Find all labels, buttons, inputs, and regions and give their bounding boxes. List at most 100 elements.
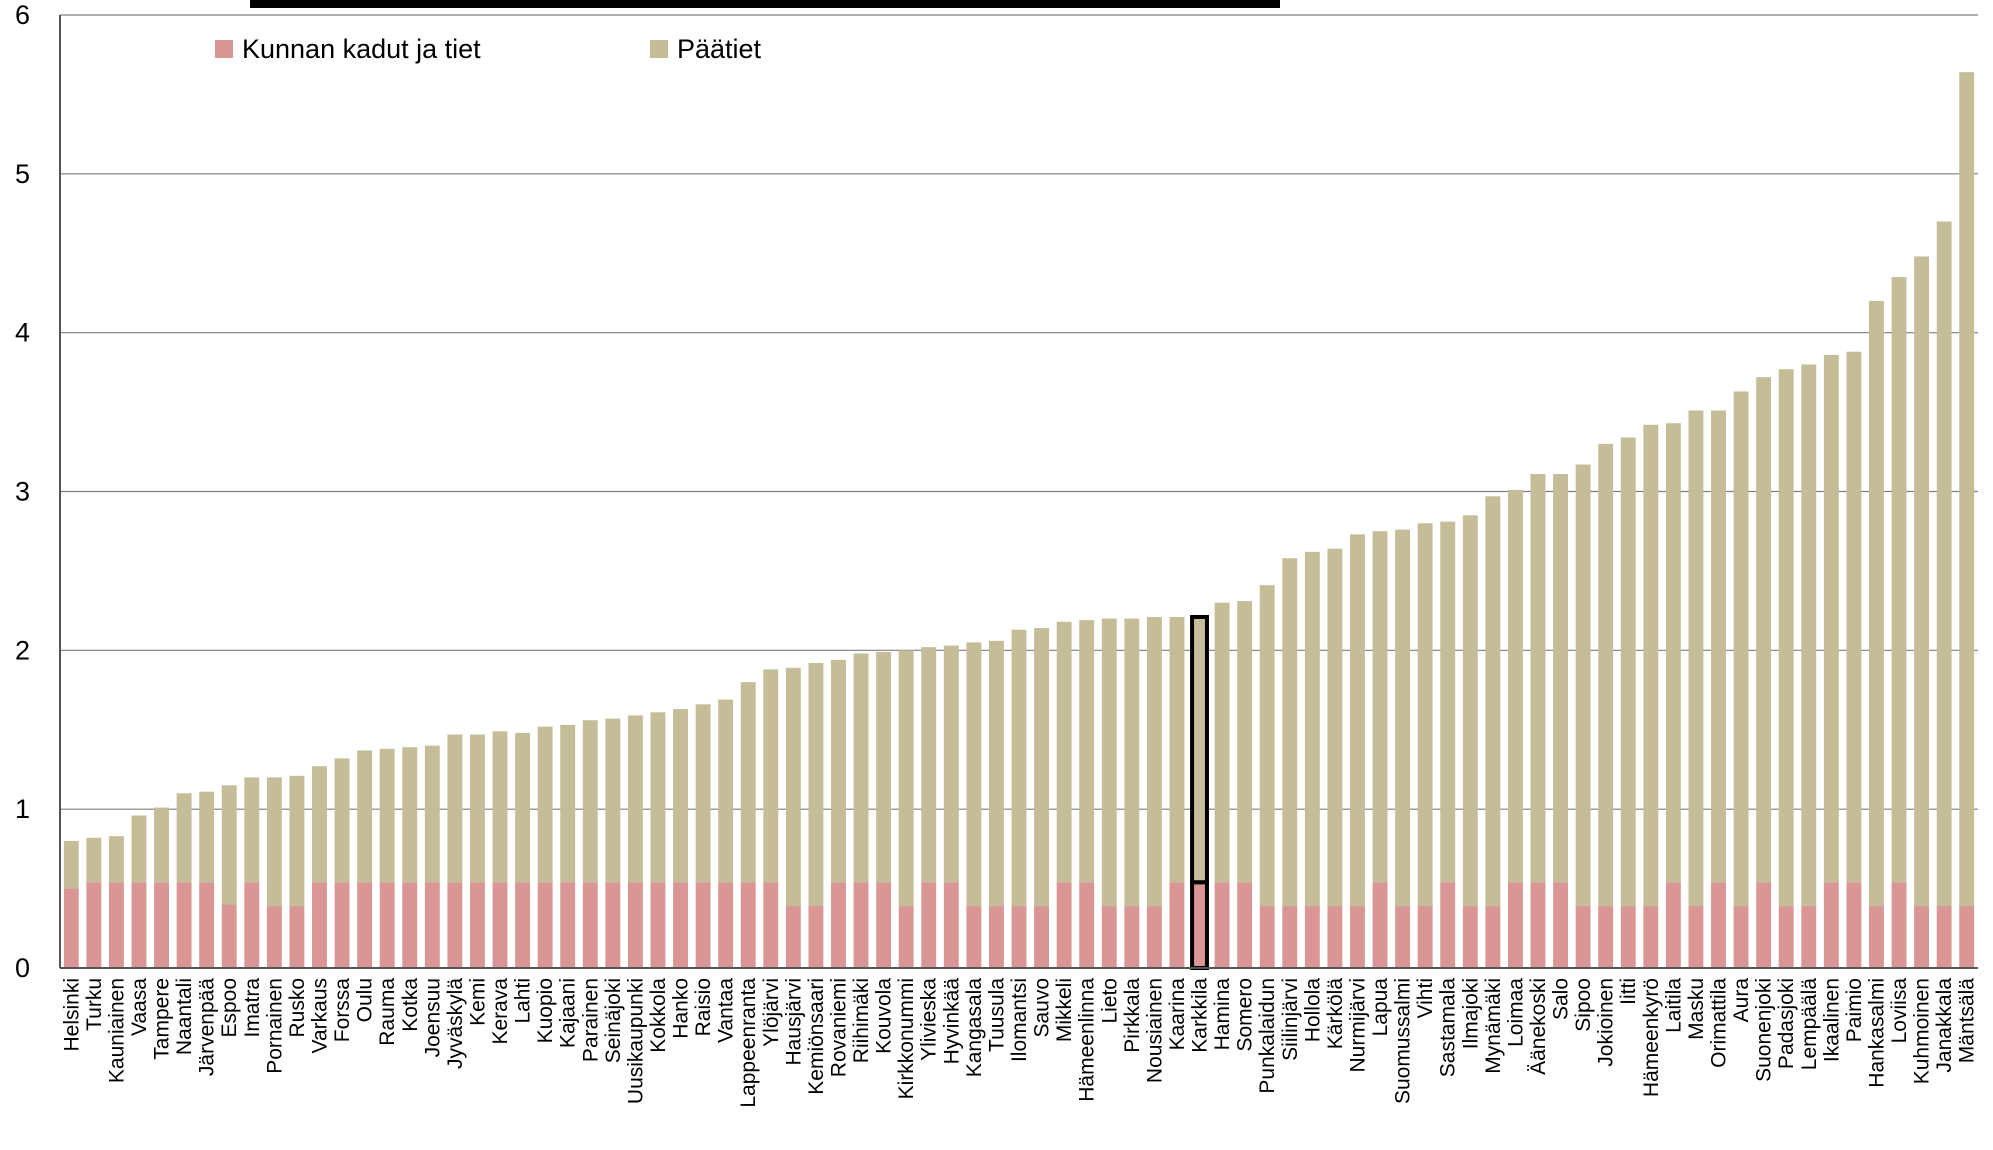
x-tick-label: Ylöjärvi (760, 978, 783, 1047)
bar-paatiet (1936, 221, 1952, 907)
x-tick-label: Äänekoski (1527, 978, 1550, 1075)
bar-kunnan-kadut (1575, 906, 1591, 968)
bar-kunnan-kadut (1485, 906, 1501, 968)
bar-kunnan-kadut (1530, 882, 1546, 968)
bar-paatiet (943, 645, 959, 883)
bar-paatiet (1237, 601, 1253, 883)
bar-paatiet (1846, 351, 1862, 883)
bar-kunnan-kadut (131, 882, 147, 968)
x-tick-label: Sastamala (1437, 978, 1460, 1078)
x-tick-label: Somero (1234, 978, 1257, 1052)
x-tick-label: Hankasalmi (1865, 978, 1888, 1088)
y-axis-ticks: 0 1 2 3 4 5 6 (15, 0, 30, 983)
bar-paatiet (1372, 531, 1388, 883)
bar-kunnan-kadut (966, 906, 982, 968)
x-tick-label: Kajaani (557, 978, 580, 1048)
bar-kunnan-kadut (1417, 906, 1433, 968)
bar-paatiet (1959, 72, 1975, 907)
bar-paatiet (1530, 474, 1546, 883)
bar-kunnan-kadut (1011, 906, 1027, 968)
bar-paatiet (876, 651, 892, 883)
bar-paatiet (1869, 300, 1884, 907)
x-tick-label: Mäntsälä (1956, 978, 1979, 1064)
bar-paatiet (988, 640, 1004, 907)
bar-paatiet (718, 699, 734, 883)
bar-paatiet (447, 734, 463, 883)
bar-paatiet (1259, 585, 1275, 907)
x-tick-label: Vihti (1414, 978, 1437, 1018)
bar-paatiet (966, 642, 982, 907)
bar-kunnan-kadut (831, 882, 846, 968)
bar-kunnan-kadut (86, 882, 102, 968)
bar-kunnan-kadut (1462, 906, 1478, 968)
bar-kunnan-kadut (1079, 882, 1095, 968)
bar-kunnan-kadut (1395, 906, 1411, 968)
bar-kunnan-kadut (515, 882, 531, 968)
x-tick-label: Pirkkala (1121, 978, 1144, 1053)
bar-kunnan-kadut (582, 882, 598, 968)
bar-paatiet (312, 766, 327, 883)
bar-kunnan-kadut (470, 882, 485, 968)
x-tick-label: Kemiönsaari (805, 978, 828, 1095)
x-axis-labels: Helsinki Turku Kauniainen Vaasa Tampere Naant… (60, 978, 1978, 1108)
x-tick-label: Lahti (512, 978, 535, 1024)
y-tick-label: 4 (15, 318, 30, 348)
bar-paatiet (1417, 523, 1433, 907)
bar-kunnan-kadut (1507, 882, 1523, 968)
bar-kunnan-kadut (492, 882, 508, 968)
bar-kunnan-kadut (740, 882, 756, 968)
x-tick-label: Mikkeli (1053, 978, 1076, 1042)
x-tick-label: Hamina (1211, 978, 1234, 1051)
x-tick-label: Orimattila (1708, 978, 1731, 1068)
bar-kunnan-kadut (108, 882, 124, 968)
x-tick-label: Kuopio (534, 978, 557, 1043)
bar-kunnan-kadut (1778, 906, 1794, 968)
bar-kunnan-kadut (1190, 880, 1209, 970)
x-tick-label: Ilomantsi (1008, 978, 1031, 1062)
x-tick-label: Riihimäki (850, 978, 873, 1063)
x-tick-label: Rusko (286, 978, 309, 1038)
x-tick-label: Lapua (1369, 978, 1392, 1037)
legend-swatch-kunnan-kadut (215, 40, 233, 58)
bar-kunnan-kadut (1959, 906, 1975, 968)
bar-paatiet (492, 731, 508, 883)
bar-kunnan-kadut (447, 882, 463, 968)
bar-kunnan-kadut (266, 906, 282, 968)
bar-paatiet (1011, 629, 1027, 907)
x-tick-label: Sauvo (1031, 978, 1054, 1038)
bar-paatiet (831, 659, 846, 883)
bar-kunnan-kadut (1124, 906, 1140, 968)
bar-kunnan-kadut (1372, 882, 1388, 968)
bar-paatiet (673, 709, 688, 883)
bar-paatiet (1034, 628, 1050, 907)
bar-kunnan-kadut (334, 882, 350, 968)
bar-paatiet (221, 785, 237, 905)
bar-kunnan-kadut (1598, 906, 1614, 968)
x-tick-label: Nousiainen (1143, 978, 1166, 1083)
x-tick-label: Rovaniemi (827, 978, 850, 1077)
bar-paatiet (154, 807, 169, 883)
bar-paatiet (1575, 464, 1591, 907)
x-tick-label: Salo (1550, 978, 1573, 1020)
bar-kunnan-kadut (673, 882, 688, 968)
bar-paatiet (808, 663, 824, 907)
bar-kunnan-kadut (1214, 882, 1230, 968)
bar-paatiet (357, 750, 373, 883)
x-tick-label: Kotka (399, 978, 422, 1032)
x-tick-label: Uusikaupunki (624, 978, 647, 1104)
bar-kunnan-kadut (176, 882, 192, 968)
bar-kunnan-kadut (379, 882, 395, 968)
x-tick-label: Turku (83, 978, 106, 1031)
x-tick-label: Padasjoki (1775, 978, 1798, 1069)
x-tick-label: Kärkölä (1324, 978, 1347, 1050)
x-tick-label: Lempäälä (1798, 978, 1821, 1071)
bar-kunnan-kadut (1823, 882, 1839, 968)
x-tick-label: Kirkkonummi (895, 978, 918, 1099)
bar-paatiet (627, 715, 643, 883)
bar-paatiet (1440, 521, 1456, 883)
bar-kunnan-kadut (1665, 882, 1681, 968)
x-tick-label: Hyvinkää (940, 978, 963, 1065)
bar-kunnan-kadut (1146, 906, 1162, 968)
bar-kunnan-kadut (1620, 906, 1636, 968)
x-tick-label: Vaasa (128, 978, 151, 1036)
